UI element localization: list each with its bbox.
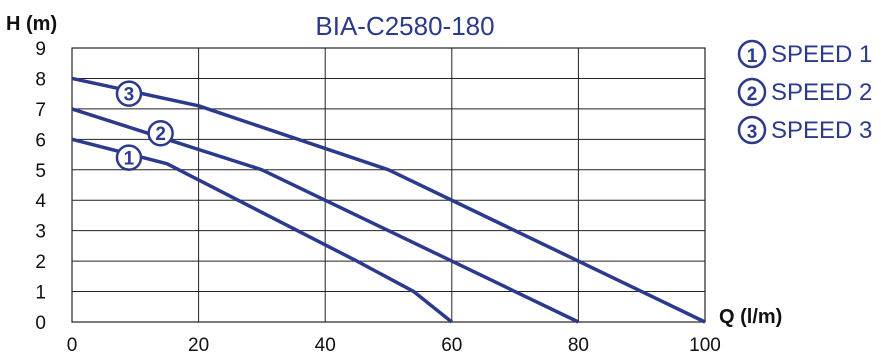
x-tick-label-0: 0: [67, 335, 78, 353]
series-marker-label-1: 1: [124, 149, 135, 170]
x-tick-label-3: 60: [441, 335, 462, 353]
legend-label-1: SPEED 1: [771, 41, 872, 68]
legend-number-3: 3: [747, 122, 758, 143]
series-marker-label-2: 2: [155, 124, 166, 145]
y-tick-label-3: 3: [35, 222, 46, 243]
legend-label-3: SPEED 3: [771, 117, 872, 144]
legend-number-1: 1: [747, 46, 758, 67]
series-marker-label-3: 3: [124, 85, 135, 106]
x-tick-label-1: 20: [188, 335, 209, 353]
y-axis-title: H (m): [6, 13, 57, 35]
grid: [71, 47, 706, 323]
legend-label-2: SPEED 2: [771, 79, 872, 106]
x-tick-label-4: 80: [568, 335, 589, 353]
x-axis-title: Q (l/m): [719, 306, 782, 328]
y-tick-label-2: 2: [35, 252, 46, 273]
y-tick-label-6: 6: [35, 130, 46, 151]
x-tick-label-2: 40: [315, 335, 336, 353]
y-tick-label-7: 7: [35, 100, 46, 121]
y-tick-label-1: 1: [35, 283, 46, 304]
plot-frame: [71, 47, 706, 323]
legend-circle-2: [737, 77, 767, 107]
y-tick-label-0: 0: [35, 313, 46, 334]
legend-circle-3: [737, 115, 767, 145]
y-tick-label-5: 5: [35, 161, 46, 182]
y-tick-label-4: 4: [35, 191, 46, 212]
y-tick-label-9: 9: [35, 39, 46, 60]
series-marker-circle-3: [115, 80, 143, 107]
legend: 1 SPEED 1 2 SPEED 2 3 SPEED 3: [737, 39, 872, 145]
series-lines: 123: [71, 76, 706, 324]
y-tick-label-8: 8: [35, 69, 46, 90]
chart-title: BIA-C2580-180: [315, 11, 494, 41]
series-marker-circle-2: [147, 119, 174, 147]
x-tick-label-5: 100: [689, 335, 721, 353]
legend-number-2: 2: [747, 84, 758, 105]
legend-circle-1: [737, 39, 767, 69]
series-marker-circle-1: [115, 144, 143, 171]
